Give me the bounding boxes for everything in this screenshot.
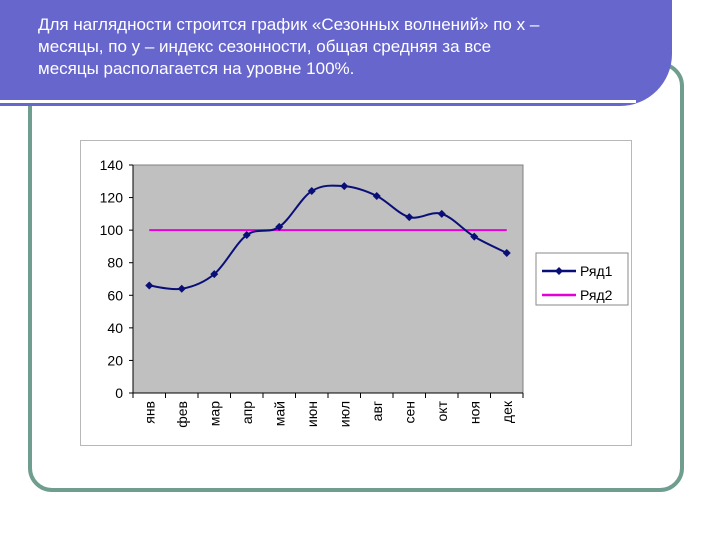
- x-tick-label: ноя: [466, 401, 482, 424]
- plot-area: [132, 164, 524, 394]
- y-tick-label: 60: [107, 287, 123, 303]
- title-band: Для наглядности строится график «Сезонны…: [0, 0, 672, 106]
- x-tick-label: июл: [336, 401, 352, 427]
- series-1-point: [502, 248, 511, 257]
- legend: Ряд1 Ряд2: [535, 252, 629, 306]
- title-line-3: месяцы располагается на уровне 100%.: [38, 59, 355, 78]
- series-1-point: [307, 187, 316, 196]
- series-1-point: [372, 191, 381, 200]
- x-tick-label: янв: [141, 401, 157, 424]
- series-1-point: [210, 270, 219, 279]
- chart-container: 0 20 40 60 80 100 120 140 янв фев мар апр май июн июл…: [80, 140, 632, 446]
- series-1-point: [340, 182, 349, 191]
- x-tick-label: окт: [434, 400, 450, 421]
- y-tick-label: 100: [100, 222, 124, 238]
- x-tick-label: фев: [174, 401, 190, 428]
- series-1-point: [177, 284, 186, 293]
- y-tick-label: 80: [107, 255, 123, 271]
- legend-label-2: Ряд2: [580, 287, 613, 303]
- x-tick-label: июн: [304, 401, 320, 427]
- y-tick-label: 40: [107, 320, 123, 336]
- title-line-1: Для наглядности строится график «Сезонны…: [38, 15, 540, 34]
- y-tick-label: 120: [100, 190, 124, 206]
- y-tick-label: 140: [100, 157, 124, 173]
- slide-title: Для наглядности строится график «Сезонны…: [38, 14, 648, 80]
- series-1-point: [437, 209, 446, 218]
- series-1-point: [405, 213, 414, 222]
- legend-label-1: Ряд1: [580, 263, 613, 279]
- series-1-point: [275, 222, 284, 231]
- x-tick-label: май: [271, 401, 287, 426]
- x-axis: янв фев мар апр май июн июл авг сен окт ноя дек: [132, 392, 524, 428]
- x-tick-label: апр: [239, 401, 255, 424]
- series-layer: [145, 182, 511, 293]
- seasonal-chart: 0 20 40 60 80 100 120 140 янв фев мар апр май июн июл…: [100, 157, 629, 428]
- x-tick-label: мар: [206, 401, 222, 426]
- y-tick-label: 0: [115, 385, 123, 401]
- x-tick-label: сен: [401, 401, 417, 424]
- y-axis: 0 20 40 60 80 100 120 140: [100, 157, 134, 401]
- series-1-point: [242, 231, 251, 240]
- x-tick-label: дек: [499, 400, 515, 423]
- series-1-point: [470, 232, 479, 241]
- title-underline: [0, 100, 636, 103]
- y-tick-label: 20: [107, 352, 123, 368]
- title-line-2: месяцы, по у – индекс сезонности, общая …: [38, 37, 492, 56]
- x-tick-label: авг: [369, 401, 385, 421]
- legend-marker-1: [555, 267, 563, 275]
- legend-box: [535, 252, 629, 306]
- series-1-point: [145, 281, 154, 290]
